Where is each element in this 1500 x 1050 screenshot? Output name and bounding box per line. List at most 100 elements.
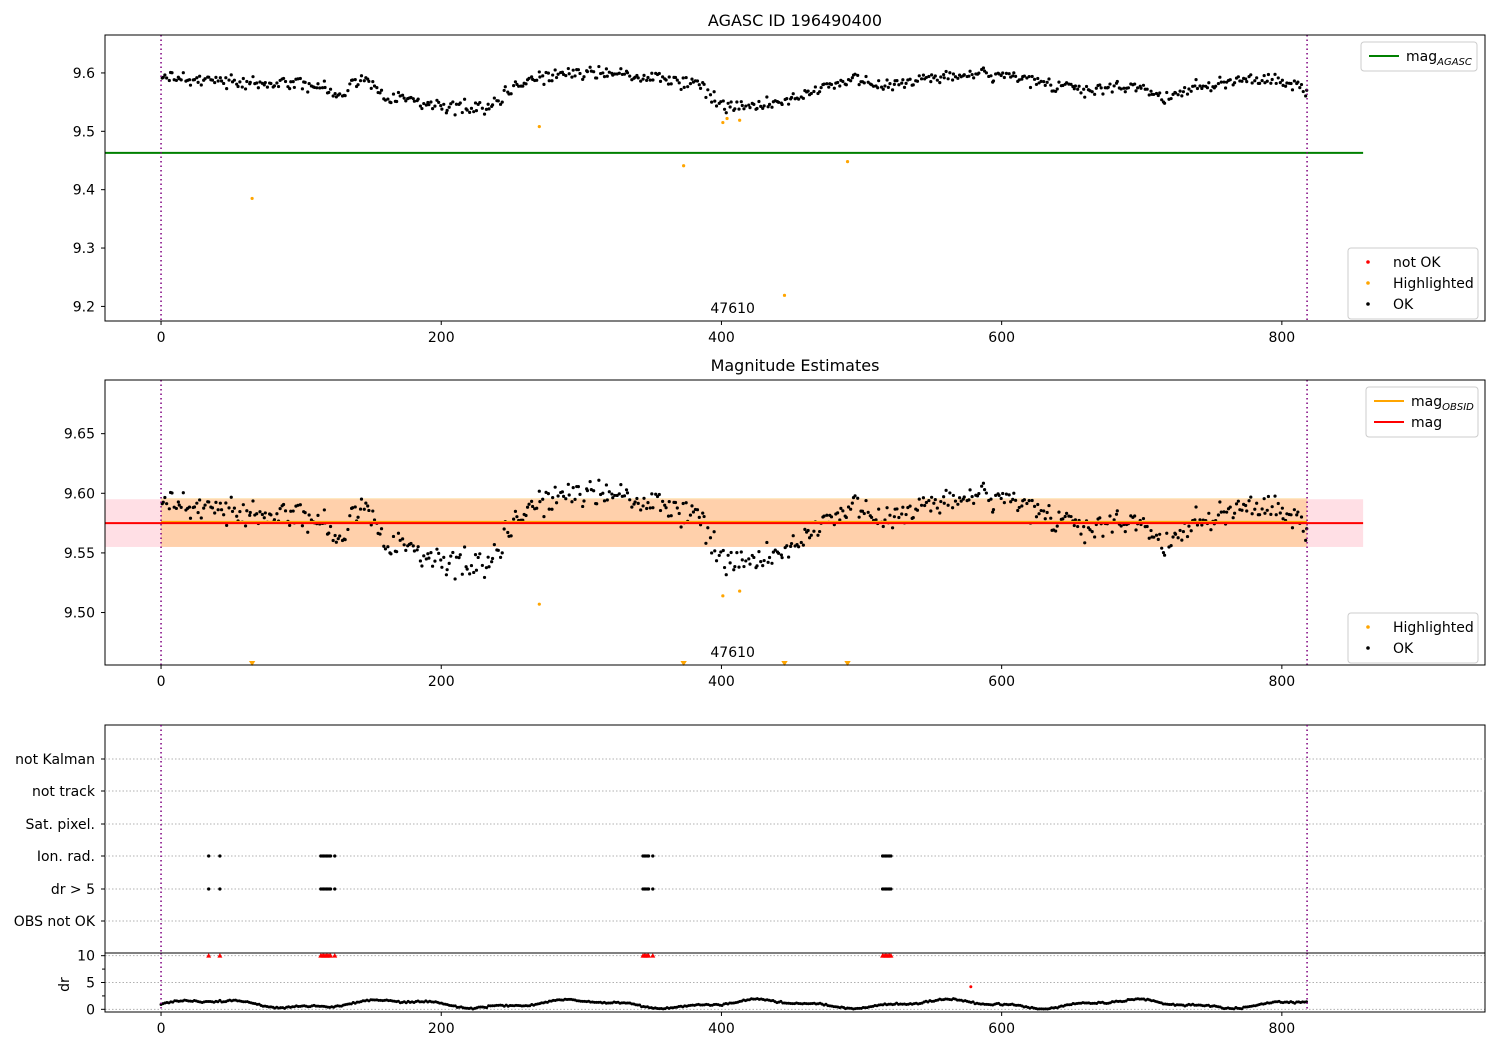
ok-point	[1301, 529, 1305, 533]
ok-point	[862, 511, 866, 516]
ok-point	[1007, 72, 1011, 76]
ok-point	[712, 530, 716, 534]
ok-point	[542, 82, 546, 86]
ok-point	[1200, 523, 1204, 527]
ok-point	[658, 79, 663, 83]
ok-point	[570, 500, 574, 504]
ok-point	[624, 488, 629, 492]
ok-point	[849, 507, 853, 511]
ok-point	[382, 544, 386, 548]
highlighted-below-marker	[781, 661, 788, 666]
ok-point	[900, 512, 904, 516]
ok-point	[263, 511, 267, 515]
ok-point	[553, 68, 557, 72]
ok-point	[688, 82, 693, 86]
ok-point	[188, 516, 193, 520]
panel-agasc-bottom-legend-swatch	[1366, 302, 1370, 306]
flag-point	[207, 887, 211, 891]
ok-point	[229, 73, 233, 77]
ok-point	[1152, 535, 1156, 539]
panel-magnitude-ytick-label: 9.65	[64, 427, 95, 443]
ok-point	[560, 490, 565, 494]
ok-point	[766, 560, 770, 564]
ok-point	[1265, 79, 1269, 83]
ok-point	[227, 506, 231, 510]
ok-point	[1158, 532, 1162, 536]
ok-point	[956, 76, 960, 80]
ok-point	[512, 517, 516, 521]
ok-point	[829, 82, 834, 87]
ok-point	[601, 71, 605, 75]
ok-point	[924, 75, 929, 80]
ok-point	[883, 84, 887, 88]
ok-point	[917, 497, 921, 501]
ok-point	[710, 551, 714, 555]
ok-point	[901, 78, 905, 82]
ok-point	[980, 484, 984, 488]
ok-point	[1063, 514, 1067, 519]
ok-point	[1030, 498, 1034, 503]
ok-point	[799, 540, 803, 545]
ok-point	[956, 502, 960, 506]
ok-point	[353, 78, 357, 82]
ok-point	[1011, 74, 1015, 78]
ok-point	[161, 500, 165, 504]
ok-point	[733, 107, 737, 111]
ok-point	[480, 563, 484, 568]
ok-point	[163, 73, 167, 77]
ok-point	[338, 92, 342, 96]
ok-point	[535, 78, 539, 82]
ok-point	[759, 560, 763, 564]
ok-point	[635, 73, 639, 78]
ok-point	[1133, 82, 1137, 86]
ok-point	[827, 85, 831, 89]
ok-point	[1090, 530, 1094, 534]
ok-point	[1126, 86, 1131, 90]
ok-point	[839, 506, 843, 510]
ok-point	[576, 485, 580, 489]
ok-point	[1240, 79, 1244, 83]
ok-point	[1284, 84, 1288, 88]
ok-point	[578, 71, 582, 76]
ok-point	[469, 106, 474, 110]
ok-point	[1260, 507, 1264, 511]
ok-point	[192, 505, 197, 509]
ok-point	[1236, 499, 1240, 503]
ok-point	[367, 508, 371, 513]
ok-point	[1269, 81, 1273, 85]
ok-point	[484, 107, 489, 111]
ok-point	[1017, 78, 1021, 82]
ok-point	[737, 565, 741, 569]
panel-magnitude-obsid-label: 47610	[710, 645, 755, 661]
ok-point	[1299, 515, 1304, 519]
ok-point	[538, 500, 542, 504]
ok-point	[462, 545, 467, 549]
ok-point	[1119, 524, 1123, 528]
ok-point	[724, 573, 728, 577]
panel-dr-ytick-label: 5	[86, 976, 95, 992]
ok-point	[1036, 502, 1040, 507]
ok-point	[331, 94, 335, 98]
ok-point	[713, 99, 717, 103]
ok-point	[272, 84, 277, 88]
flag-label: not Kalman	[15, 752, 95, 768]
ok-point	[303, 511, 307, 515]
ok-point	[203, 77, 207, 81]
ok-point	[786, 555, 791, 559]
ok-point	[791, 534, 795, 538]
ok-point	[695, 79, 700, 83]
ok-point	[1162, 553, 1167, 557]
flag-point	[218, 854, 222, 858]
ok-point	[919, 503, 924, 507]
panel-agasc-obsid-label: 47610	[710, 301, 755, 317]
ok-point	[942, 76, 946, 80]
ok-point	[1281, 83, 1285, 87]
ok-point	[585, 489, 590, 493]
panel-magnitude-ytick-label: 9.55	[64, 546, 95, 562]
ok-point	[1234, 502, 1239, 506]
ok-point	[1055, 524, 1059, 528]
ok-point	[812, 529, 816, 533]
ok-point	[822, 82, 826, 86]
ok-point	[218, 76, 222, 80]
ok-point	[818, 529, 822, 534]
